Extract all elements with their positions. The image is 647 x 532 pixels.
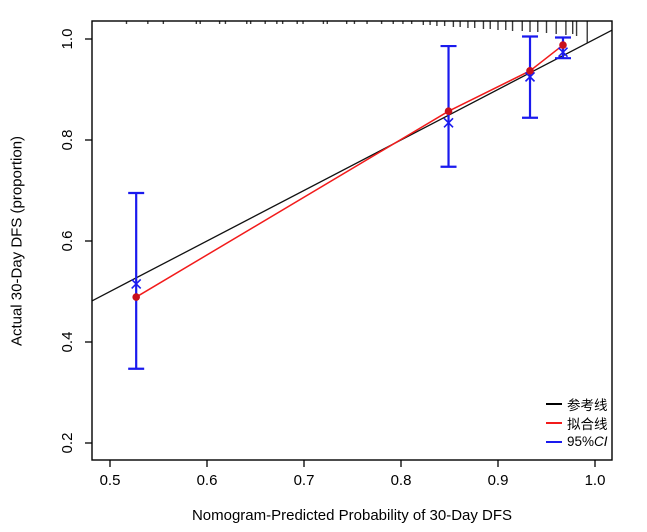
y-tick-label: 1.0	[59, 29, 76, 50]
x-tick-label: 0.7	[294, 472, 315, 489]
ci-line-swatch	[546, 440, 562, 443]
x-tick-label: 1.0	[585, 472, 606, 489]
x-marker	[524, 71, 536, 82]
legend-label-fitted: 拟合线	[567, 416, 608, 432]
x-tick-label: 0.8	[391, 472, 412, 489]
reference-line-swatch	[546, 402, 562, 405]
x-marker	[131, 278, 142, 289]
legend: 参考线 拟合线 95%CI	[546, 394, 608, 451]
x-marker	[557, 47, 569, 58]
plot-frame	[91, 20, 613, 461]
legend-item-fitted-line: 拟合线	[546, 413, 608, 432]
x-marker	[443, 117, 454, 128]
legend-item-ci: 95%CI	[546, 432, 608, 451]
x-axis-title: Nomogram-Predicted Probability of 30-Day…	[191, 507, 513, 524]
y-tick-label: 0.4	[59, 332, 76, 353]
legend-label-ci: 95%CI	[567, 434, 608, 449]
legend-item-reference-line: 参考线	[546, 394, 608, 413]
y-tick-label: 0.6	[59, 231, 76, 252]
observed-dot	[559, 41, 567, 49]
x-tick-label: 0.5	[100, 472, 121, 489]
legend-label-reference: 参考线	[567, 397, 608, 413]
observed-dot	[132, 293, 140, 301]
y-tick-label: 0.8	[59, 130, 76, 151]
y-tick-label: 0.2	[59, 433, 76, 454]
fitted-line	[135, 44, 564, 298]
x-tick-label: 0.6	[197, 472, 218, 489]
reference-line	[91, 29, 613, 302]
fitted-line-swatch	[546, 421, 562, 424]
x-tick-label: 0.9	[488, 472, 509, 489]
observed-dot	[444, 107, 453, 116]
observed-dot	[526, 67, 534, 75]
y-axis-title: Actual 30-Day DFS (proportion)	[8, 135, 26, 347]
